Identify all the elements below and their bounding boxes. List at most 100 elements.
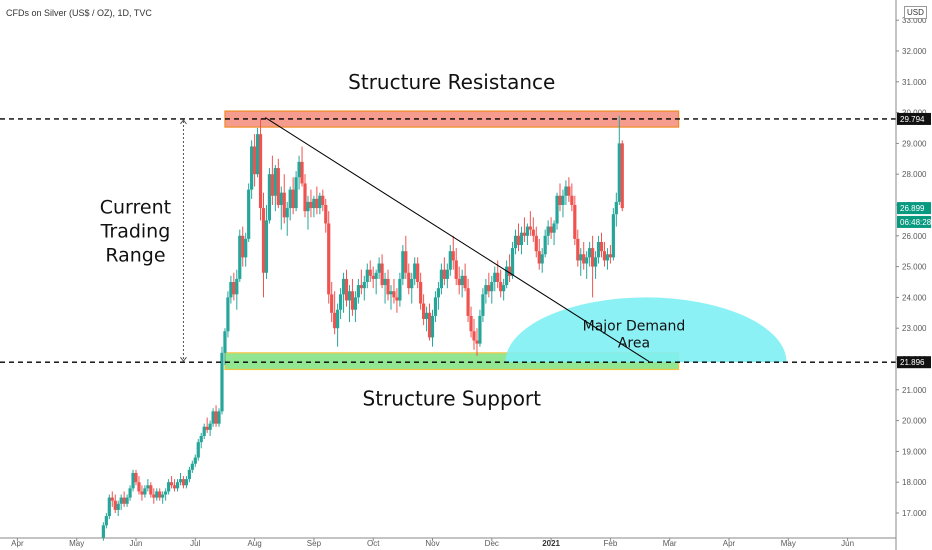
candle-body [125, 497, 129, 504]
candle-body [466, 288, 470, 316]
candle-body [250, 146, 254, 190]
candle-body [309, 201, 313, 209]
y-tick-label: 21.000 [902, 386, 927, 395]
candle-body [143, 488, 147, 495]
trendline [265, 117, 650, 362]
candle-body [383, 278, 387, 286]
candle-body [315, 198, 319, 209]
candle-body [184, 479, 189, 486]
x-tick-label: Oct [367, 539, 380, 548]
candle-body [253, 146, 257, 175]
candle-body [573, 205, 577, 239]
candle-body [187, 469, 191, 480]
currency-badge[interactable]: USD [904, 6, 927, 19]
candle-body [137, 482, 141, 492]
candle-body [614, 201, 618, 215]
candle-body [267, 174, 272, 221]
candle-body [211, 411, 215, 424]
candle-body [241, 235, 245, 258]
x-tick-label: Apr [11, 539, 24, 548]
candle-body [558, 195, 562, 205]
x-tick-label: May [69, 539, 84, 548]
candle-body [448, 251, 452, 270]
candle-body [229, 282, 233, 298]
candle-body [193, 457, 197, 464]
candle-body [513, 235, 518, 249]
candle-body [552, 223, 556, 233]
candle-body [158, 491, 162, 498]
candle-body [608, 254, 612, 258]
candle-body [549, 226, 553, 233]
candle-body [430, 315, 435, 338]
candle-body [333, 312, 337, 329]
candle-body [223, 331, 227, 353]
y-tick-label: 28.000 [902, 170, 927, 179]
candle-body [392, 291, 396, 298]
lines-layer [0, 117, 896, 363]
x-tick-label: Aug [247, 539, 261, 548]
y-tick-label: 17.000 [902, 509, 927, 518]
candle-body [519, 232, 524, 246]
x-tick-label: Feb [604, 539, 618, 548]
candle-body [365, 269, 369, 282]
candle-body [226, 297, 230, 332]
candle-body [546, 226, 550, 236]
candle-body [496, 272, 500, 282]
candle-body [336, 309, 340, 329]
candle-body [525, 226, 529, 236]
candle-body [537, 251, 541, 264]
candle-body [214, 411, 218, 424]
candle-body [404, 251, 408, 273]
candle-body [276, 168, 280, 205]
candle-body [113, 500, 117, 510]
candle-body [128, 488, 132, 498]
candle-body [312, 198, 316, 209]
price-label: 29.794 [900, 115, 925, 124]
candle-body [181, 479, 186, 486]
y-tick-label: 24.000 [902, 293, 927, 302]
y-tick-label: 20.000 [902, 417, 927, 426]
candle-body [419, 282, 423, 304]
candle-body [232, 282, 236, 295]
candle-body [350, 291, 355, 310]
candle-body [416, 263, 420, 282]
candle-body [161, 494, 165, 498]
candle-body [270, 174, 274, 196]
range-label-line1: Current [100, 197, 171, 219]
candle-body [484, 285, 488, 295]
candle-body [344, 278, 349, 301]
x-tick-label: Apr [723, 539, 736, 548]
candle-body [389, 291, 393, 295]
candle-body [422, 303, 426, 319]
y-tick-label: 19.000 [902, 447, 927, 456]
y-tick-label: 25.000 [902, 263, 927, 272]
candle-body [567, 186, 571, 196]
candle-body [534, 235, 538, 252]
candle-body [371, 275, 375, 279]
y-tick-label: 32.000 [902, 47, 927, 56]
candle-body [208, 423, 212, 430]
candle-body [543, 235, 547, 255]
candle-body [258, 134, 263, 209]
candle-body [579, 254, 583, 261]
candle-body [261, 208, 266, 273]
candle-body [531, 229, 535, 236]
candle-body [487, 285, 491, 292]
range-marker-arrow-bottom [180, 356, 187, 363]
candle-body [362, 282, 366, 289]
candle-body [131, 472, 135, 489]
x-tick-label: Nov [425, 539, 439, 548]
range-marker-arrow-top [180, 119, 187, 125]
candle-body [620, 143, 624, 209]
candle-body [570, 195, 574, 205]
candle-body [172, 485, 177, 489]
candle-body [528, 226, 532, 230]
candle-body [510, 248, 515, 276]
candle-body [395, 297, 399, 301]
candle-body [288, 189, 292, 209]
range-label-line2: Trading [100, 221, 171, 243]
candle-body [155, 491, 159, 498]
plot-background [0, 0, 896, 538]
candle-body [279, 192, 283, 205]
